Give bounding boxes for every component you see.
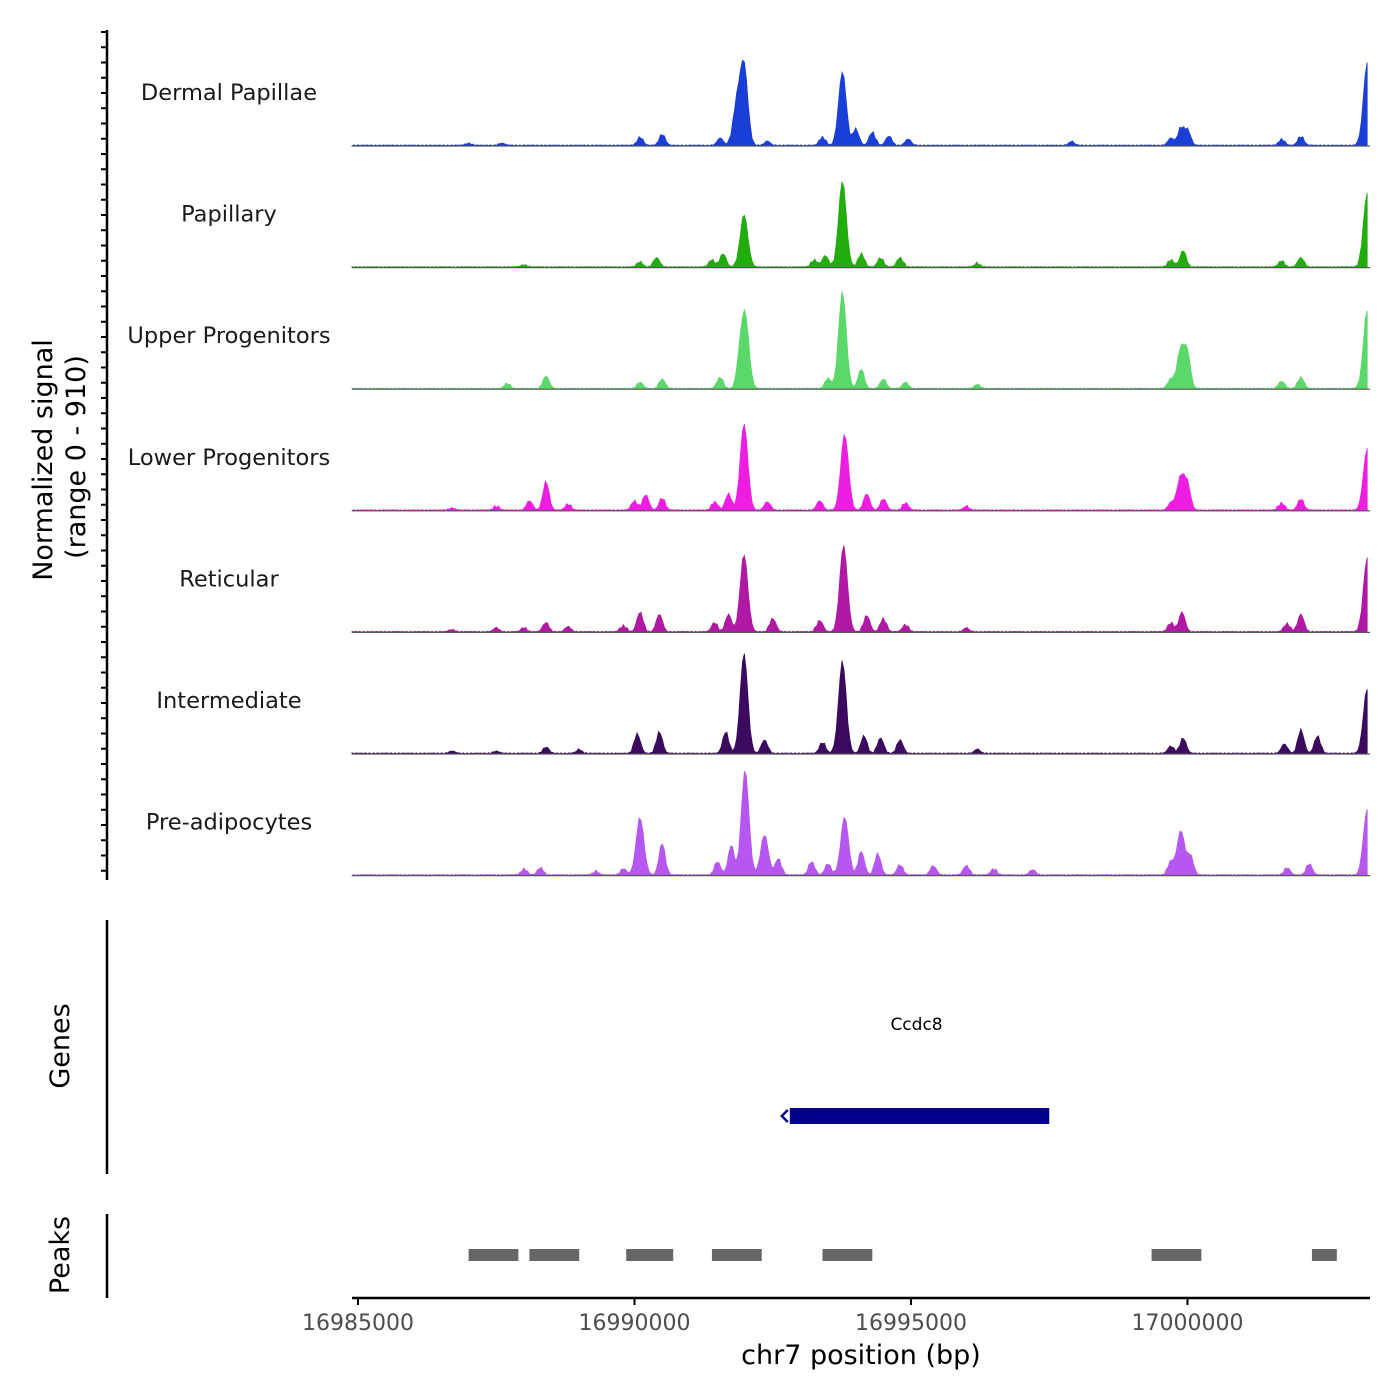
x-axis: 16985000 16990000 16995000 17000000 chr7 po… — [302, 1296, 1370, 1371]
track-signal-area-3 — [351, 424, 1368, 512]
x-axis-ticks: 16985000 16990000 16995000 17000000 — [302, 1298, 1244, 1336]
peak-region-5 — [1151, 1249, 1202, 1261]
track-label-6: Pre-adipocytes — [146, 810, 312, 836]
peak-region-0 — [468, 1249, 519, 1261]
track-2: Upper Progenitors — [127, 291, 1370, 390]
track-label-2: Upper Progenitors — [127, 323, 330, 349]
peaks-panel: Peaks — [45, 1214, 1337, 1298]
x-axis-label: chr7 position (bp) — [741, 1340, 981, 1371]
peak-region-2 — [626, 1249, 674, 1261]
gene-annotations: Ccdc8 — [780, 1015, 1050, 1124]
peak-regions — [468, 1249, 1337, 1261]
track-4: Reticular — [179, 545, 1370, 634]
genes-axis-label: Genes — [45, 1003, 76, 1088]
track-signal-area-2 — [351, 291, 1368, 390]
track-signal-area-5 — [351, 653, 1368, 755]
track-label-5: Intermediate — [156, 688, 301, 714]
track-signal-area-4 — [351, 545, 1368, 633]
track-label-0: Dermal Papillae — [141, 80, 317, 106]
signal-y-axis-label-line2: (range 0 - 910) — [61, 355, 92, 559]
peak-region-3 — [711, 1249, 762, 1261]
peak-region-6 — [1311, 1249, 1337, 1261]
track-0: Dermal Papillae — [141, 59, 1370, 147]
signal-tracks: Dermal Papillae Papillary Upper Progenitor… — [127, 59, 1370, 877]
signal-y-axis-label-line1: Normalized signal — [28, 339, 59, 581]
track-signal-area-6 — [351, 771, 1368, 877]
peaks-axis-label: Peaks — [45, 1216, 76, 1294]
track-1: Papillary — [181, 181, 1370, 269]
gene-label-0: Ccdc8 — [890, 1015, 942, 1035]
track-signal-area-0 — [350, 59, 1368, 147]
genes-panel: Genes Ccdc8 — [45, 920, 1050, 1174]
track-signal-area-1 — [351, 181, 1368, 269]
x-tick-label-3: 17000000 — [1132, 1311, 1244, 1336]
track-3: Lower Progenitors — [128, 424, 1370, 512]
track-label-3: Lower Progenitors — [128, 445, 330, 471]
x-tick-label-0: 16985000 — [302, 1311, 414, 1336]
track-label-4: Reticular — [179, 566, 279, 592]
x-tick-label-2: 16995000 — [855, 1311, 967, 1336]
signal-y-axis-ticks — [101, 31, 107, 872]
track-5: Intermediate — [156, 653, 1370, 755]
gene-strand-arrow-0 — [780, 1109, 789, 1123]
track-6: Pre-adipocytes — [146, 771, 1370, 877]
peak-region-1 — [529, 1249, 580, 1261]
x-tick-label-1: 16990000 — [579, 1311, 691, 1336]
signal-panel: Normalized signal (range 0 - 910) Dermal… — [28, 30, 1370, 880]
gene-body-0 — [789, 1108, 1050, 1124]
peak-region-4 — [822, 1249, 873, 1261]
track-label-1: Papillary — [181, 202, 277, 228]
